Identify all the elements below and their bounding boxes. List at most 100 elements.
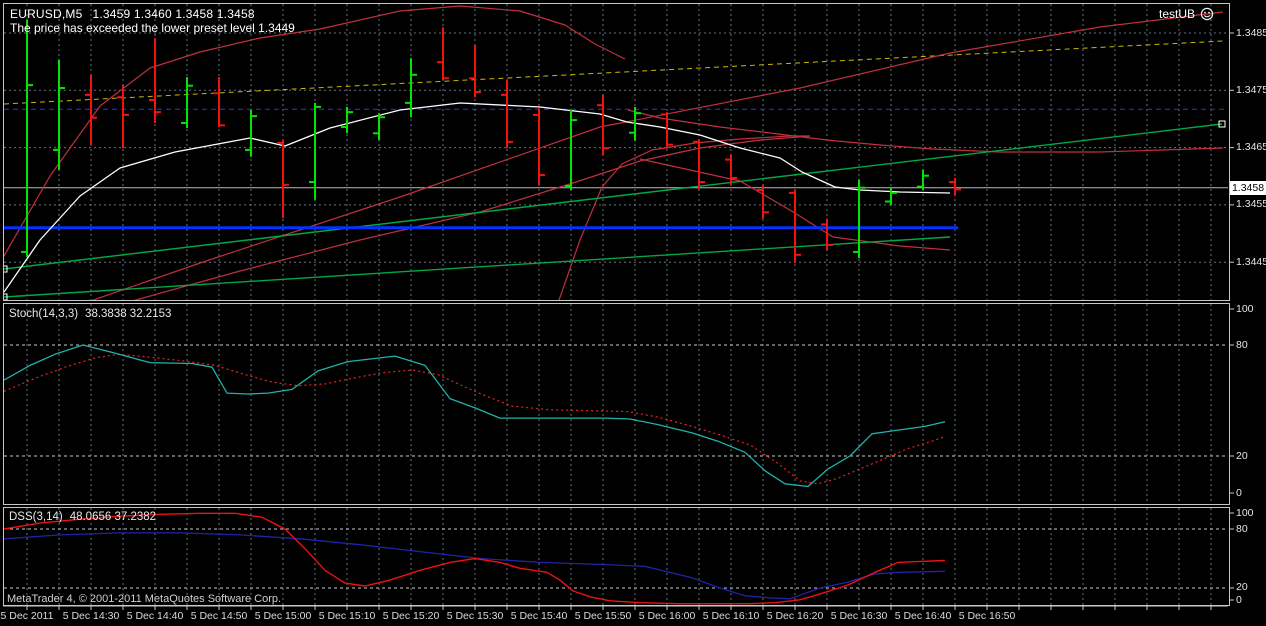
ohlc-bar-down: [501, 80, 513, 149]
ohlc-bar-down: [277, 140, 289, 219]
ohlc-bar-down: [757, 184, 769, 219]
ohlc-bar-down: [725, 154, 737, 185]
ohlc-bar-up: [565, 109, 577, 190]
ohlc-bar-up: [53, 59, 65, 170]
dss-lines: [4, 512, 1228, 605]
ohlc-bar-up: [309, 102, 321, 200]
chart-title: EURUSD,M5 1.3459 1.3460 1.3458 1.3458: [10, 7, 255, 21]
upper-band-line: [4, 5, 626, 257]
symbol-period-label: EURUSD,M5: [10, 7, 83, 21]
time-axis-label: 5 Dec 15:00: [254, 610, 312, 622]
expert-advisor-label: testUB: [1159, 7, 1214, 21]
copyright-label: MetaTrader 4, © 2001-2011 MetaQuotes Sof…: [7, 593, 282, 605]
dss-scale-label: 80: [1236, 522, 1248, 535]
grid-lines-stoch: [26, 304, 1212, 504]
dss-name: DSS(3,14): [9, 511, 63, 523]
ohlc-bar-up: [405, 58, 417, 118]
dss-blue-line: [4, 532, 946, 600]
stoch-scale-label: 0: [1236, 486, 1242, 499]
ohlc-bar-down: [149, 38, 161, 123]
time-axis-label: 5 Dec 16:40: [894, 610, 952, 622]
ohlc-bar-down: [597, 94, 609, 155]
candle-bars[interactable]: [21, 19, 961, 264]
grid-lines-dss: [26, 508, 1212, 605]
ohlc-bar-up: [853, 179, 865, 259]
ohlc-quotes: 1.3459 1.3460 1.3458 1.3458: [92, 7, 255, 21]
lower-band-falling-line: [639, 158, 951, 251]
stoch-main-line: [4, 344, 946, 488]
stoch-values: 38.3838 32.2153: [85, 308, 172, 320]
time-axis-label: 5 Dec 15:20: [382, 610, 440, 622]
stoch-scale-label: 20: [1236, 449, 1248, 462]
yellow-dashed-trendline: [4, 40, 1224, 105]
time-axis[interactable]: 5 Dec 2011 5 Dec 14:30 5 Dec 14:40 5 Dec 14…: [0, 606, 1266, 626]
ohlc-bar-up: [373, 113, 385, 141]
dss-indicator-label: DSS(3,14) 48.0656 37.2382: [9, 511, 156, 523]
time-axis-label: 5 Dec 16:20: [766, 610, 824, 622]
ohlc-bar-down: [661, 112, 673, 149]
ohlc-bar-down: [693, 139, 705, 190]
time-axis-label: 5 Dec 15:50: [574, 610, 632, 622]
time-axis-label: 5 Dec 16:10: [702, 610, 760, 622]
ohlc-bar-up: [341, 106, 353, 134]
price-axis-label: 1.3455: [1236, 198, 1266, 211]
ohlc-bar-up: [629, 106, 641, 141]
ea-name: testUB: [1158, 7, 1195, 21]
ohlc-bar-up: [245, 109, 257, 157]
stochastic-panel[interactable]: [3, 303, 1230, 505]
time-axis-label: 5 Dec 14:30: [62, 610, 120, 622]
green-trendline-1: [4, 123, 1223, 270]
upper-band-right-line: [627, 109, 1224, 153]
price-axis-label: 1.3445: [1236, 255, 1266, 268]
ohlc-bar-up: [885, 187, 897, 205]
ohlc-bar-down: [949, 178, 961, 196]
time-axis-label: 5 Dec 14:50: [190, 610, 248, 622]
smiley-icon: [1200, 7, 1214, 21]
stoch-scale-label: 80: [1236, 338, 1248, 351]
ohlc-bar-up: [181, 77, 193, 129]
dss-scale-label: 100: [1236, 506, 1254, 519]
stoch-lines: [4, 344, 1228, 488]
ohlc-bar-up: [917, 169, 929, 190]
lower-band-dip-line: [558, 135, 810, 300]
ohlc-bar-down: [117, 85, 129, 149]
dss-red-line: [4, 512, 946, 605]
time-axis-label: 5 Dec 2011: [0, 610, 54, 622]
ohlc-bar-down: [213, 77, 225, 127]
time-axis-label: 5 Dec 15:40: [510, 610, 568, 622]
stoch-signal-line: [4, 353, 946, 485]
dss-scale-label: 0: [1236, 593, 1242, 606]
stoch-name: Stoch(14,3,3): [9, 308, 79, 320]
ohlc-bar-down: [85, 74, 97, 145]
trendline-handles[interactable]: [1, 120, 1226, 300]
time-axis-label: 5 Dec 16:00: [638, 610, 696, 622]
axis-ticks: [3, 32, 1234, 610]
ohlc-bar-down: [533, 108, 545, 185]
time-axis-label: 5 Dec 15:10: [318, 610, 376, 622]
time-axis-label: 5 Dec 15:30: [446, 610, 504, 622]
ohlc-bar-down: [789, 190, 801, 264]
alert-banner: The price has exceeded the lower preset …: [10, 21, 295, 35]
ohlc-bar-down: [469, 45, 481, 98]
red-trendline: [91, 11, 1224, 300]
stoch-scale-label: 100: [1236, 302, 1254, 315]
time-axis-label: 5 Dec 14:40: [126, 610, 184, 622]
lower-band-rising-line: [133, 135, 811, 300]
ohlc-bar-down: [437, 27, 449, 80]
time-axis-label: 5 Dec 16:50: [958, 610, 1016, 622]
dss-values: 48.0656 37.2382: [69, 511, 157, 523]
green-trendline-2: [4, 236, 951, 298]
price-axis-label: 1.3465: [1236, 141, 1266, 154]
white-ma-line: [4, 102, 951, 293]
price-axis-label: 1.3475: [1236, 83, 1266, 96]
dss-scale-label: 20: [1236, 581, 1248, 594]
stoch-indicator-label: Stoch(14,3,3) 38.3838 32.2153: [9, 308, 171, 320]
main-overlays: [4, 5, 1228, 300]
ohlc-bar-up: [21, 19, 33, 257]
time-axis-label: 5 Dec 16:30: [830, 610, 888, 622]
current-price-tag: 1.3458: [1230, 181, 1266, 195]
price-axis-label: 1.3485: [1236, 26, 1266, 39]
ohlc-bar-down: [821, 218, 833, 251]
